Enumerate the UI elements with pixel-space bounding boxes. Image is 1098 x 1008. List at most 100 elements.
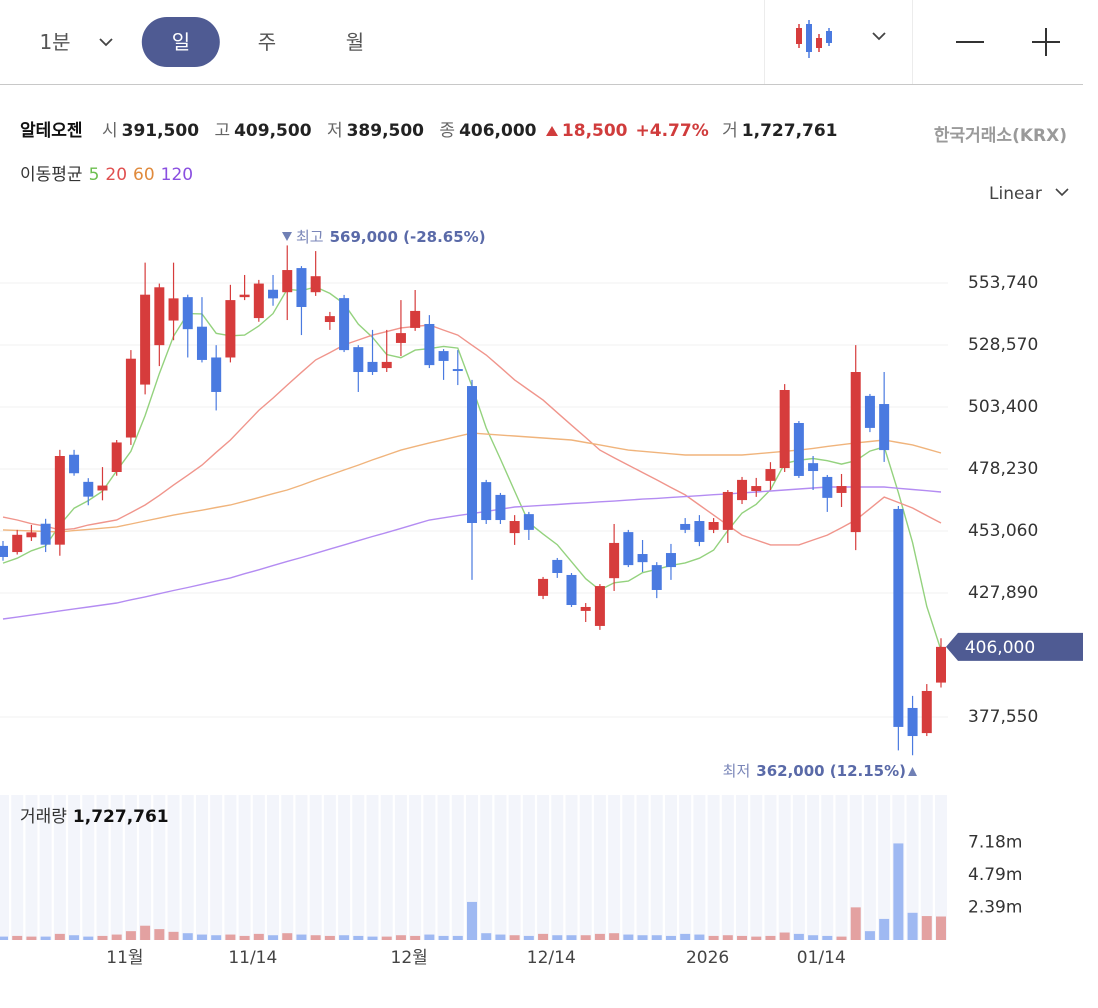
volume-column: [252, 795, 265, 940]
volume-column: [110, 795, 123, 940]
volume-column: [807, 795, 820, 940]
volume-column: [750, 795, 763, 940]
volume-column: [39, 795, 52, 940]
interval-tab[interactable]: 일: [141, 17, 221, 67]
volume-column: [707, 795, 720, 940]
candle-body: [154, 287, 165, 346]
legend-entry: 120: [160, 165, 194, 185]
scale-selector[interactable]: Linear: [989, 184, 1071, 204]
volume-column: [721, 795, 734, 940]
toolbar: 1분 일 주 월: [0, 0, 1083, 85]
candle-body: [225, 300, 236, 358]
volume-bar: [111, 934, 122, 940]
volume-bar: [239, 935, 250, 940]
candle-body: [580, 606, 591, 611]
volume-bar: [0, 936, 8, 940]
zoom-in-button[interactable]: [1030, 26, 1062, 58]
volume-column: [863, 795, 876, 940]
volume-bar: [83, 936, 94, 940]
volume-column: [906, 795, 919, 940]
x-tick-label: 01/14: [797, 948, 846, 968]
candle-body: [538, 578, 549, 596]
candle-body: [722, 491, 733, 530]
volume-column: [693, 795, 706, 940]
annotation-text: 569,000 (-28.65%): [330, 228, 486, 246]
up-triangle: [545, 126, 558, 136]
volume-bar: [452, 935, 463, 940]
candle-body: [936, 646, 946, 683]
candle-body: [552, 559, 563, 573]
volume-column: [167, 795, 180, 940]
volume-column: [352, 795, 365, 940]
volume-column: [522, 795, 535, 940]
field-value: 409,500: [234, 121, 312, 141]
volume-bar: [395, 935, 406, 940]
volume-column: [195, 795, 208, 940]
volume-bar: [808, 935, 819, 940]
candle-body: [196, 326, 207, 360]
ma-line: [2, 486, 942, 620]
candle-body: [822, 476, 833, 498]
y-tick-label: 503,400: [968, 397, 1038, 417]
volume-column: [82, 795, 95, 940]
volume-column: [437, 795, 450, 940]
zoom-out-button[interactable]: [952, 28, 988, 56]
interval-tab[interactable]: 1분: [39, 30, 71, 54]
candle-body: [395, 333, 406, 343]
candle-body: [808, 463, 819, 472]
candle-body: [495, 494, 506, 521]
candle-body: [424, 323, 435, 366]
y-tick-label: 377,550: [968, 707, 1038, 727]
volume-column: [764, 795, 777, 940]
volume-column: [153, 795, 166, 940]
volume-tick-label: 4.79m: [968, 865, 1022, 885]
field-label: 거: [722, 121, 738, 141]
volume-column: [679, 795, 692, 940]
volume-bar: [566, 935, 577, 940]
candle-body: [168, 298, 179, 321]
chart-type-chevron[interactable]: [869, 28, 889, 44]
volume-bar: [196, 934, 207, 940]
last-price-label: 406,000: [965, 638, 1035, 658]
candle-body: [339, 298, 350, 351]
volume-bar: [154, 929, 165, 940]
low-marker: [908, 767, 917, 776]
x-tick-label: 12월: [391, 948, 428, 968]
candle-body: [594, 586, 605, 626]
y-tick-label: 427,890: [968, 583, 1038, 603]
volume-last: 1,727,761: [73, 807, 169, 827]
candle-body: [69, 454, 80, 474]
candle-body: [893, 508, 904, 727]
volume-bar: [552, 935, 563, 940]
candle-body: [665, 553, 676, 568]
field-label: 저: [326, 121, 343, 141]
candle-body: [651, 565, 662, 590]
candle-body: [410, 310, 421, 328]
candle-body: [765, 469, 776, 481]
high-marker: [282, 232, 292, 241]
volume-column: [494, 795, 507, 940]
interval-chevron[interactable]: [96, 34, 116, 50]
candle-body: [239, 294, 250, 298]
moving-averages: [2, 286, 942, 651]
volume-column: [53, 795, 66, 940]
volume-bar: [324, 935, 335, 940]
volume-column: [565, 795, 578, 940]
chart-type-icon[interactable]: [792, 18, 840, 62]
volume-bar: [54, 933, 65, 940]
volume-bar: [921, 916, 932, 940]
interval-tab[interactable]: 월: [345, 30, 365, 54]
interval-tab[interactable]: 주: [257, 30, 277, 54]
candle-body: [0, 545, 8, 557]
ma-line: [2, 324, 942, 546]
candle-body: [452, 369, 463, 372]
volume-column: [551, 795, 564, 940]
volume-bar: [680, 933, 691, 940]
scale-label: Linear: [989, 184, 1042, 204]
volume-tick-label: 2.39m: [968, 897, 1022, 917]
volume-bar: [907, 912, 918, 940]
volume-bar: [424, 934, 435, 940]
volume-bar: [69, 935, 80, 940]
volume-column: [210, 795, 223, 940]
field-label: 종: [439, 121, 456, 141]
